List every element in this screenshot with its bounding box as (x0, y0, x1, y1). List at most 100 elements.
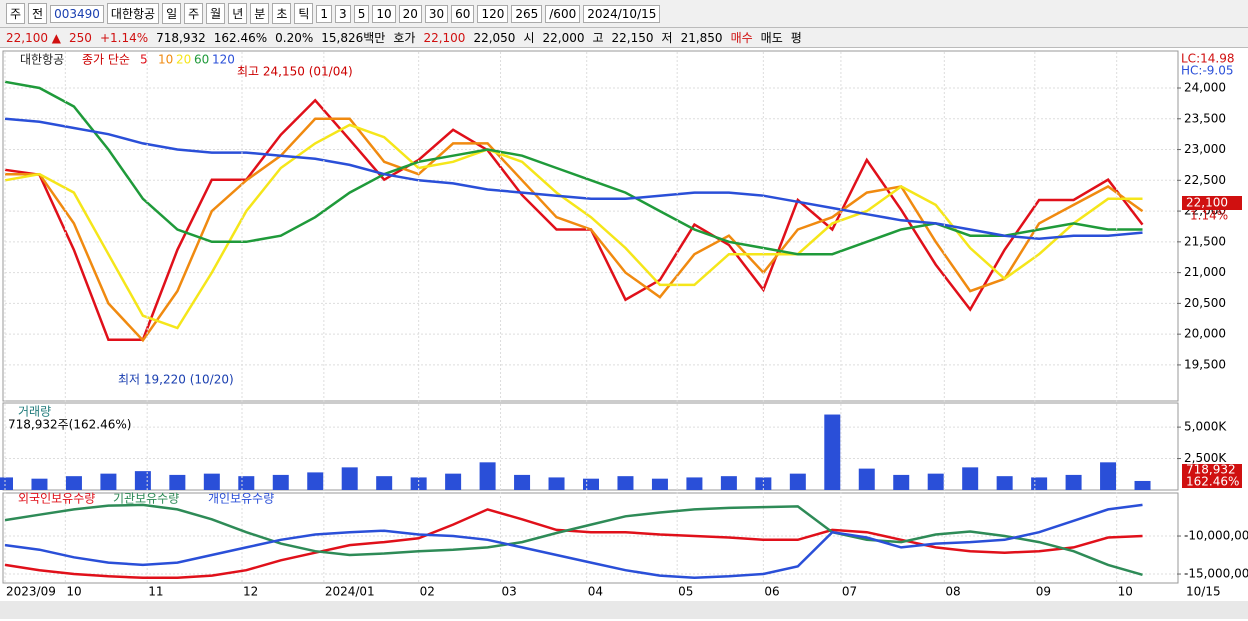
volume-bar (100, 473, 117, 490)
volume-bar (962, 467, 979, 490)
volume-bar (548, 477, 565, 490)
toolbar-item[interactable]: 틱 (294, 3, 314, 24)
toolbar-item[interactable]: 전 (28, 3, 48, 24)
toolbar-item[interactable]: /600 (545, 4, 581, 23)
toolbar-item[interactable]: 1 (316, 4, 333, 23)
scrollbar[interactable] (0, 601, 1248, 619)
legend-entry: 60 (194, 53, 209, 67)
toolbar-item[interactable]: 년 (228, 3, 248, 24)
y-tick-label: -10,000,000 (1184, 529, 1248, 543)
volume-bar (893, 474, 910, 490)
info-item[interactable]: 0.20% (275, 30, 314, 45)
volume-bar (583, 478, 599, 490)
y-tick-label: 19,500 (1184, 357, 1226, 371)
toolbar-item[interactable]: 30 (424, 4, 449, 23)
toolbar-item[interactable]: 초 (272, 3, 292, 24)
toolbar-item[interactable]: 분 (250, 3, 270, 24)
toolbar-item[interactable]: 120 (477, 4, 509, 23)
toolbar-item[interactable]: 003490 (50, 4, 104, 23)
y-tick-label: 21,000 (1184, 265, 1226, 279)
x-tick-label: 07 (842, 585, 857, 599)
info-item[interactable]: 시 (523, 31, 535, 45)
toolbar-item[interactable]: 2024/10/15 (583, 4, 661, 23)
volume-bar (0, 477, 13, 490)
toolbar-item[interactable]: 20 (398, 4, 422, 23)
toolbar: 주 전 003490 대한항공 일 주 월 년 분 초 틱 1 3 5 10 20 30 60 120 265/600… (0, 0, 1248, 28)
info-item[interactable]: 고 (592, 31, 604, 45)
x-tick-label: 10 (1118, 585, 1133, 599)
volume-bar (1031, 477, 1048, 490)
info-item[interactable]: 매도 (760, 31, 783, 45)
info-item[interactable]: 22,050 (473, 30, 516, 45)
volume-bar (824, 414, 841, 490)
info-item[interactable]: 저 (661, 31, 673, 45)
series-line (4, 503, 1143, 580)
volume-bar (479, 462, 496, 490)
legend-prefix: 종가 단순 (82, 53, 130, 67)
volume-bar (65, 476, 82, 490)
info-item[interactable]: 22,100 (423, 30, 466, 45)
x-end-label: 10/15 (1186, 585, 1221, 599)
y-tick-label: -15,000,000 (1184, 567, 1248, 581)
x-tick-label: 11 (148, 585, 163, 599)
x-tick-label: 10 (66, 585, 81, 599)
y-tick-label: 24,000 (1184, 81, 1226, 95)
volume-bar (31, 478, 48, 490)
chart-title: 대한항공 (20, 53, 64, 67)
toolbar-item[interactable]: 월 (206, 3, 226, 24)
legend-entry: 5 (140, 53, 148, 67)
holdings-panel (2, 492, 1179, 584)
volume-bar (686, 477, 703, 490)
info-item[interactable]: +1.14% (99, 30, 149, 45)
toolbar-item[interactable]: 대한항공 (106, 3, 160, 24)
lc-label: LC:14.98 (1181, 52, 1234, 66)
toolbar-item[interactable]: 주 (6, 3, 26, 24)
volume-bar (307, 472, 324, 490)
info-item[interactable]: 22,000 (542, 30, 585, 45)
volume-bar (1100, 462, 1117, 490)
volume-bar (410, 477, 427, 490)
info-item[interactable]: 718,932 (156, 30, 206, 45)
info-item[interactable]: 22,150 (611, 30, 654, 45)
info-item[interactable]: 250 (69, 30, 92, 45)
panel-subtitle: 718,932주(162.46%) (8, 418, 131, 432)
toolbar-item[interactable]: 10 (372, 4, 396, 23)
y-tick-label: 23,000 (1184, 142, 1226, 156)
toolbar-item[interactable]: 5 (353, 4, 370, 23)
info-item[interactable]: 호가 (393, 31, 416, 45)
toolbar-item[interactable]: 주 (184, 3, 204, 24)
volume-bar (720, 476, 737, 490)
volume-bar (789, 473, 806, 490)
change-tag: 1.14% (1190, 209, 1228, 223)
info-item[interactable]: 162.46% (213, 30, 268, 45)
volume-bar (514, 474, 531, 490)
x-tick-label: 2024/01 (325, 585, 375, 599)
annotation: 최고 24,150 (01/04) (237, 65, 353, 79)
series-line (5, 117, 1144, 343)
volume-bar (651, 478, 668, 490)
info-item[interactable]: 매수 (730, 31, 753, 45)
volume-bar (1065, 474, 1082, 490)
x-tick-label: 2023/09 (6, 585, 56, 599)
price-tag-bg (1182, 196, 1242, 210)
info-item[interactable]: 15,826백만 (321, 31, 386, 45)
vol-tag: 718,932 (1186, 463, 1236, 477)
toolbar-item[interactable]: 60 (451, 4, 475, 23)
info-item[interactable]: 22,100 ▲ (6, 30, 62, 45)
volume-bar (169, 474, 186, 490)
panel-title: 거래량 (18, 405, 51, 419)
y-tick-label: 20,500 (1184, 296, 1226, 310)
volume-bar (996, 476, 1013, 490)
info-bar: 22,100 ▲ 250 +1.14% 718,932 162.46% 0.20% 15,8… (0, 28, 1248, 48)
toolbar-item[interactable]: 3 (335, 4, 351, 23)
volume-bar (272, 474, 289, 490)
volume-bar (755, 477, 772, 490)
toolbar-item[interactable]: 265 (511, 4, 543, 23)
series-line (4, 503, 1143, 577)
info-item[interactable]: 평 (790, 31, 802, 45)
volume-bar (203, 473, 220, 490)
x-tick-label: 04 (588, 585, 603, 599)
toolbar-item[interactable]: 일 (162, 3, 182, 24)
info-item[interactable]: 21,850 (680, 30, 723, 45)
